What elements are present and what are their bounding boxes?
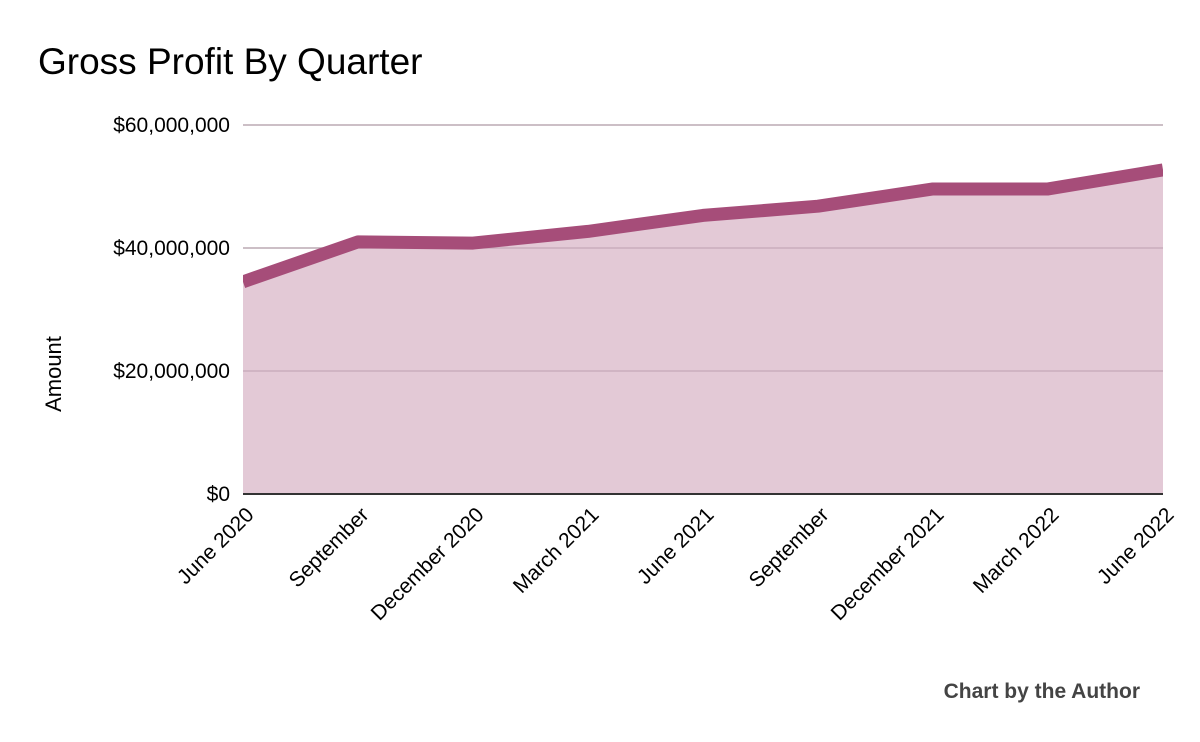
y-tick-label: $0 (207, 483, 230, 506)
chart-title: Gross Profit By Quarter (38, 41, 423, 82)
x-tick-label: December 2020 (367, 503, 489, 625)
series-line (243, 163, 1163, 288)
x-tick-label: December 2021 (827, 503, 949, 625)
y-axis-label: Amount (41, 336, 66, 412)
x-tick-label: March 2021 (509, 503, 604, 598)
x-tick-label: June 2021 (633, 503, 719, 589)
x-tick-label: September (285, 503, 374, 592)
chart-credit: Chart by the Author (944, 680, 1140, 703)
x-tick-label: September (745, 503, 834, 592)
y-tick-label: $60,000,000 (113, 114, 230, 137)
series-area (243, 169, 1163, 494)
y-tick-label: $20,000,000 (113, 360, 230, 383)
x-tick-label: June 2020 (173, 503, 259, 589)
x-tick-label: March 2022 (969, 503, 1064, 598)
plot-area (243, 124, 1163, 495)
y-tick-label: $40,000,000 (113, 237, 230, 260)
x-tick-label: June 2022 (1093, 503, 1179, 589)
y-axis-ticks: $0 $20,000,000 $40,000,000 $60,000,000 (113, 114, 230, 506)
